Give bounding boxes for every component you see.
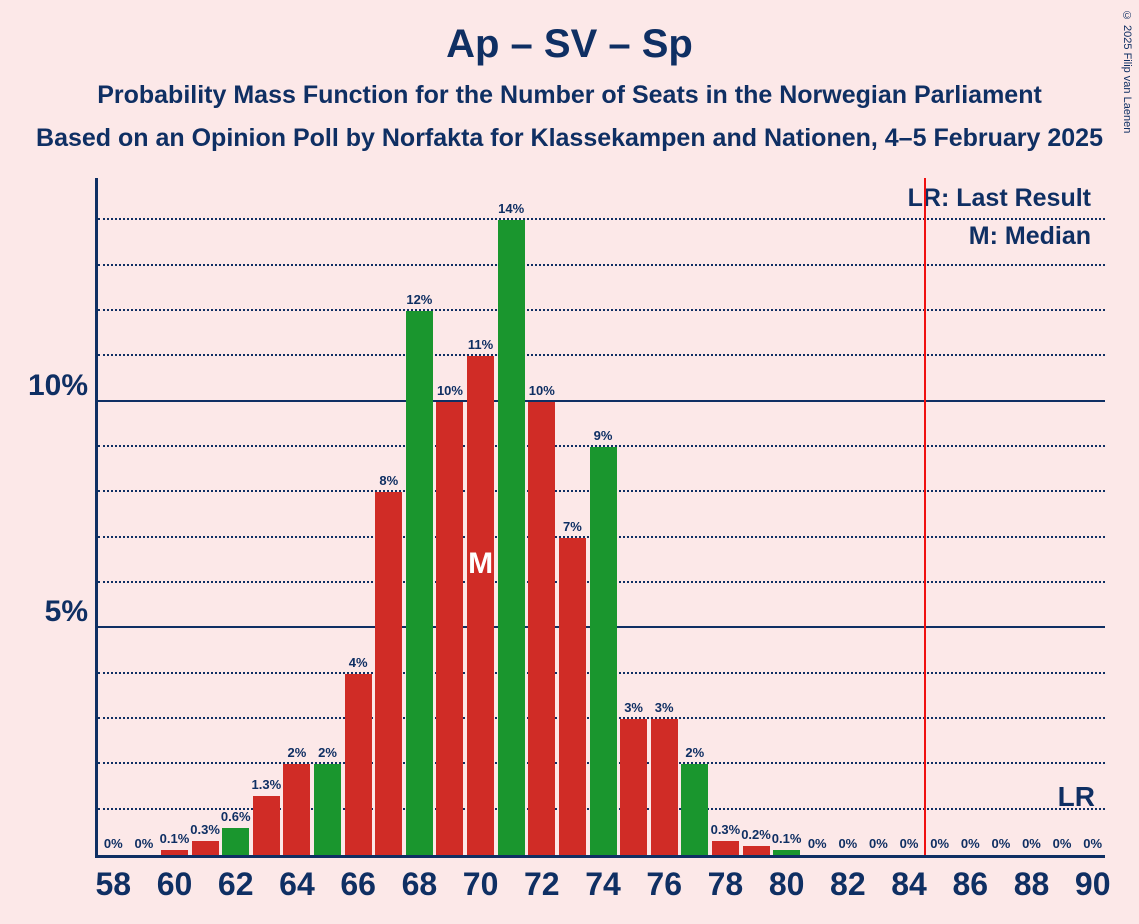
- x-axis-tick: 58: [96, 866, 132, 903]
- x-axis-tick: 86: [952, 866, 988, 903]
- x-axis-tick: 66: [340, 866, 376, 903]
- bar: [375, 492, 402, 855]
- chart-area: LR: Last Result M: Median 5%10%0%0%0.1%0…: [95, 178, 1105, 858]
- bar-value-label: 2%: [670, 745, 720, 760]
- x-axis-tick: 74: [585, 866, 621, 903]
- median-marker: M: [468, 547, 493, 581]
- bar: [528, 402, 555, 855]
- bar: [161, 850, 188, 855]
- bar-value-label: 12%: [394, 292, 444, 307]
- bar: [559, 538, 586, 855]
- x-axis-tick: 72: [524, 866, 560, 903]
- bar: [192, 841, 219, 855]
- legend-m: M: Median: [969, 222, 1091, 251]
- x-axis-tick: 84: [891, 866, 927, 903]
- bar: [651, 719, 678, 855]
- bar: [498, 220, 525, 855]
- last-result-line: [924, 178, 926, 855]
- bar: [743, 846, 770, 855]
- x-axis-tick: 78: [708, 866, 744, 903]
- last-result-label: LR: [1058, 781, 1095, 813]
- chart-title: Ap – SV – Sp: [0, 0, 1139, 67]
- bar: [436, 402, 463, 855]
- gridline-minor: [98, 309, 1105, 311]
- bar: [222, 828, 249, 855]
- x-axis-tick: 90: [1075, 866, 1111, 903]
- x-axis-tick: 68: [402, 866, 438, 903]
- y-axis-tick: 5%: [8, 595, 88, 629]
- bar-value-label: 14%: [486, 201, 536, 216]
- bar-value-label: 9%: [578, 428, 628, 443]
- chart-subtitle-2: Based on an Opinion Poll by Norfakta for…: [0, 110, 1139, 153]
- bar: [345, 674, 372, 855]
- plot-region: LR: Last Result M: Median 5%10%0%0%0.1%0…: [95, 178, 1105, 858]
- y-axis-tick: 10%: [8, 369, 88, 403]
- x-axis-tick: 76: [646, 866, 682, 903]
- gridline-minor: [98, 264, 1105, 266]
- x-axis-tick: 64: [279, 866, 315, 903]
- bar: [773, 850, 800, 855]
- x-axis-tick: 60: [157, 866, 193, 903]
- gridline-major: [98, 400, 1105, 402]
- x-axis-tick: 88: [1014, 866, 1050, 903]
- chart-subtitle: Probability Mass Function for the Number…: [0, 67, 1139, 110]
- bar-value-label: 10%: [517, 383, 567, 398]
- bar: [314, 764, 341, 855]
- bar: [253, 796, 280, 855]
- bar: [712, 841, 739, 855]
- x-axis-tick: 70: [463, 866, 499, 903]
- bar: [467, 356, 494, 855]
- bar: [681, 764, 708, 855]
- bar: [590, 447, 617, 855]
- copyright-text: © 2025 Filip van Laenen: [1121, 10, 1133, 133]
- legend-lr: LR: Last Result: [908, 184, 1091, 213]
- bar: [620, 719, 647, 855]
- x-axis-tick: 82: [830, 866, 866, 903]
- bar-value-label: 3%: [639, 700, 689, 715]
- x-axis-tick: 62: [218, 866, 254, 903]
- bar: [283, 764, 310, 855]
- bar-value-label: 0%: [1068, 836, 1118, 851]
- gridline-minor: [98, 218, 1105, 220]
- gridline-minor: [98, 354, 1105, 356]
- x-axis-tick: 80: [769, 866, 805, 903]
